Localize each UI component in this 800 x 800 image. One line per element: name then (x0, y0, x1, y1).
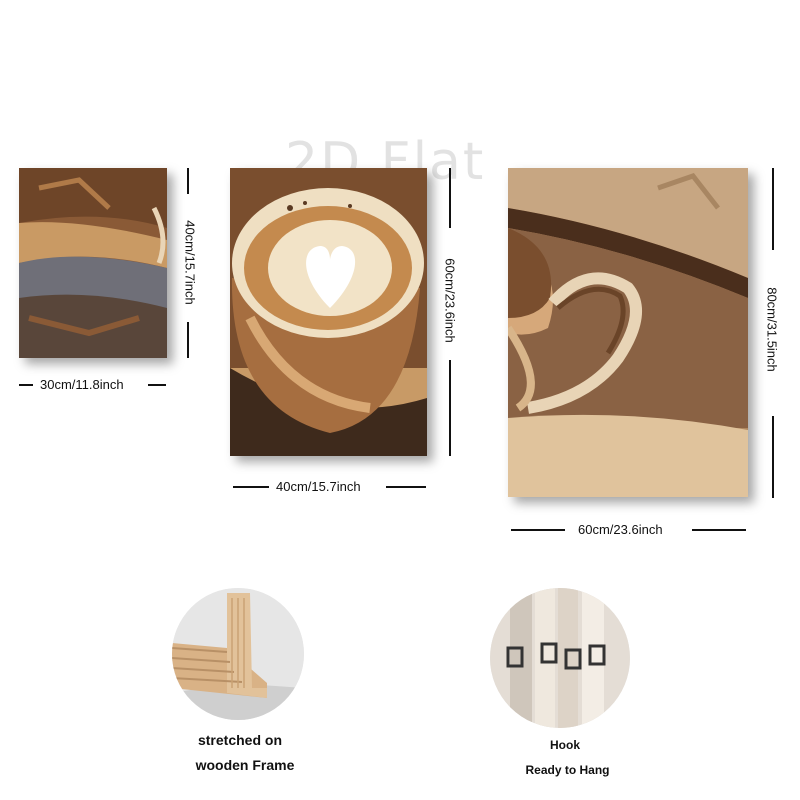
hook-icon (490, 588, 630, 728)
wooden-frame-icon (172, 588, 304, 720)
height-label-small: 40cm/15.7inch (182, 220, 198, 305)
hook-photo (490, 588, 630, 728)
feature-frame-line1: stretched on (197, 732, 282, 748)
height-line-bottom-large (772, 416, 774, 498)
canvas-panel-medium (230, 168, 427, 456)
height-line-top-medium (449, 168, 451, 228)
feature-hook-line2: Ready to Hang (525, 763, 610, 777)
height-line-bottom-medium (449, 360, 451, 456)
height-label-medium: 60cm/23.6inch (442, 258, 458, 343)
panel-medium-painting (230, 168, 427, 456)
height-line-top-large (772, 168, 774, 250)
width-line-left-medium (233, 486, 269, 488)
height-label-large: 80cm/31.5inch (764, 287, 780, 372)
width-label-large: 60cm/23.6inch (578, 522, 663, 537)
width-line-left-small (19, 384, 33, 386)
wooden-frame-photo (172, 588, 304, 720)
height-line-top-small (187, 168, 189, 194)
feature-frame-line2: wooden Frame (195, 757, 295, 773)
width-line-left-large (511, 529, 565, 531)
panel-large-painting (508, 168, 748, 497)
canvas-panel-small (19, 168, 167, 358)
width-line-right-small (148, 384, 166, 386)
panel-small-painting (19, 168, 167, 358)
feature-hook-line1: Hook (550, 738, 580, 752)
width-label-small: 30cm/11.8inch (40, 377, 124, 392)
width-line-right-large (692, 529, 746, 531)
width-label-medium: 40cm/15.7inch (276, 479, 361, 494)
height-line-bottom-small (187, 322, 189, 358)
canvas-panel-large (508, 168, 748, 497)
width-line-right-medium (386, 486, 426, 488)
